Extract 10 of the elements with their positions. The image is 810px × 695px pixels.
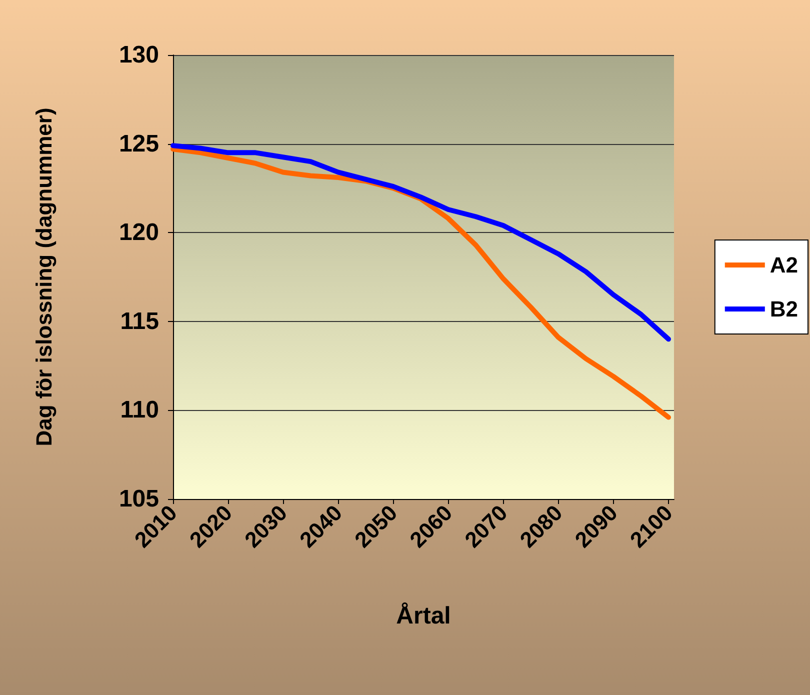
y-tick-label: 115 (120, 308, 159, 335)
y-tick-label: 125 (118, 130, 159, 158)
legend-label: B2 (770, 296, 798, 322)
legend-label: A2 (770, 252, 798, 278)
y-axis-title: Dag för islossning (dagnummer) (32, 108, 56, 446)
y-tick-label: 105 (118, 486, 159, 512)
x-axis-title: Årtal (396, 602, 451, 630)
y-tick-label: 120 (118, 219, 159, 246)
y-tick-label: 130 (118, 42, 159, 68)
y-tick-label: 110 (120, 396, 159, 424)
